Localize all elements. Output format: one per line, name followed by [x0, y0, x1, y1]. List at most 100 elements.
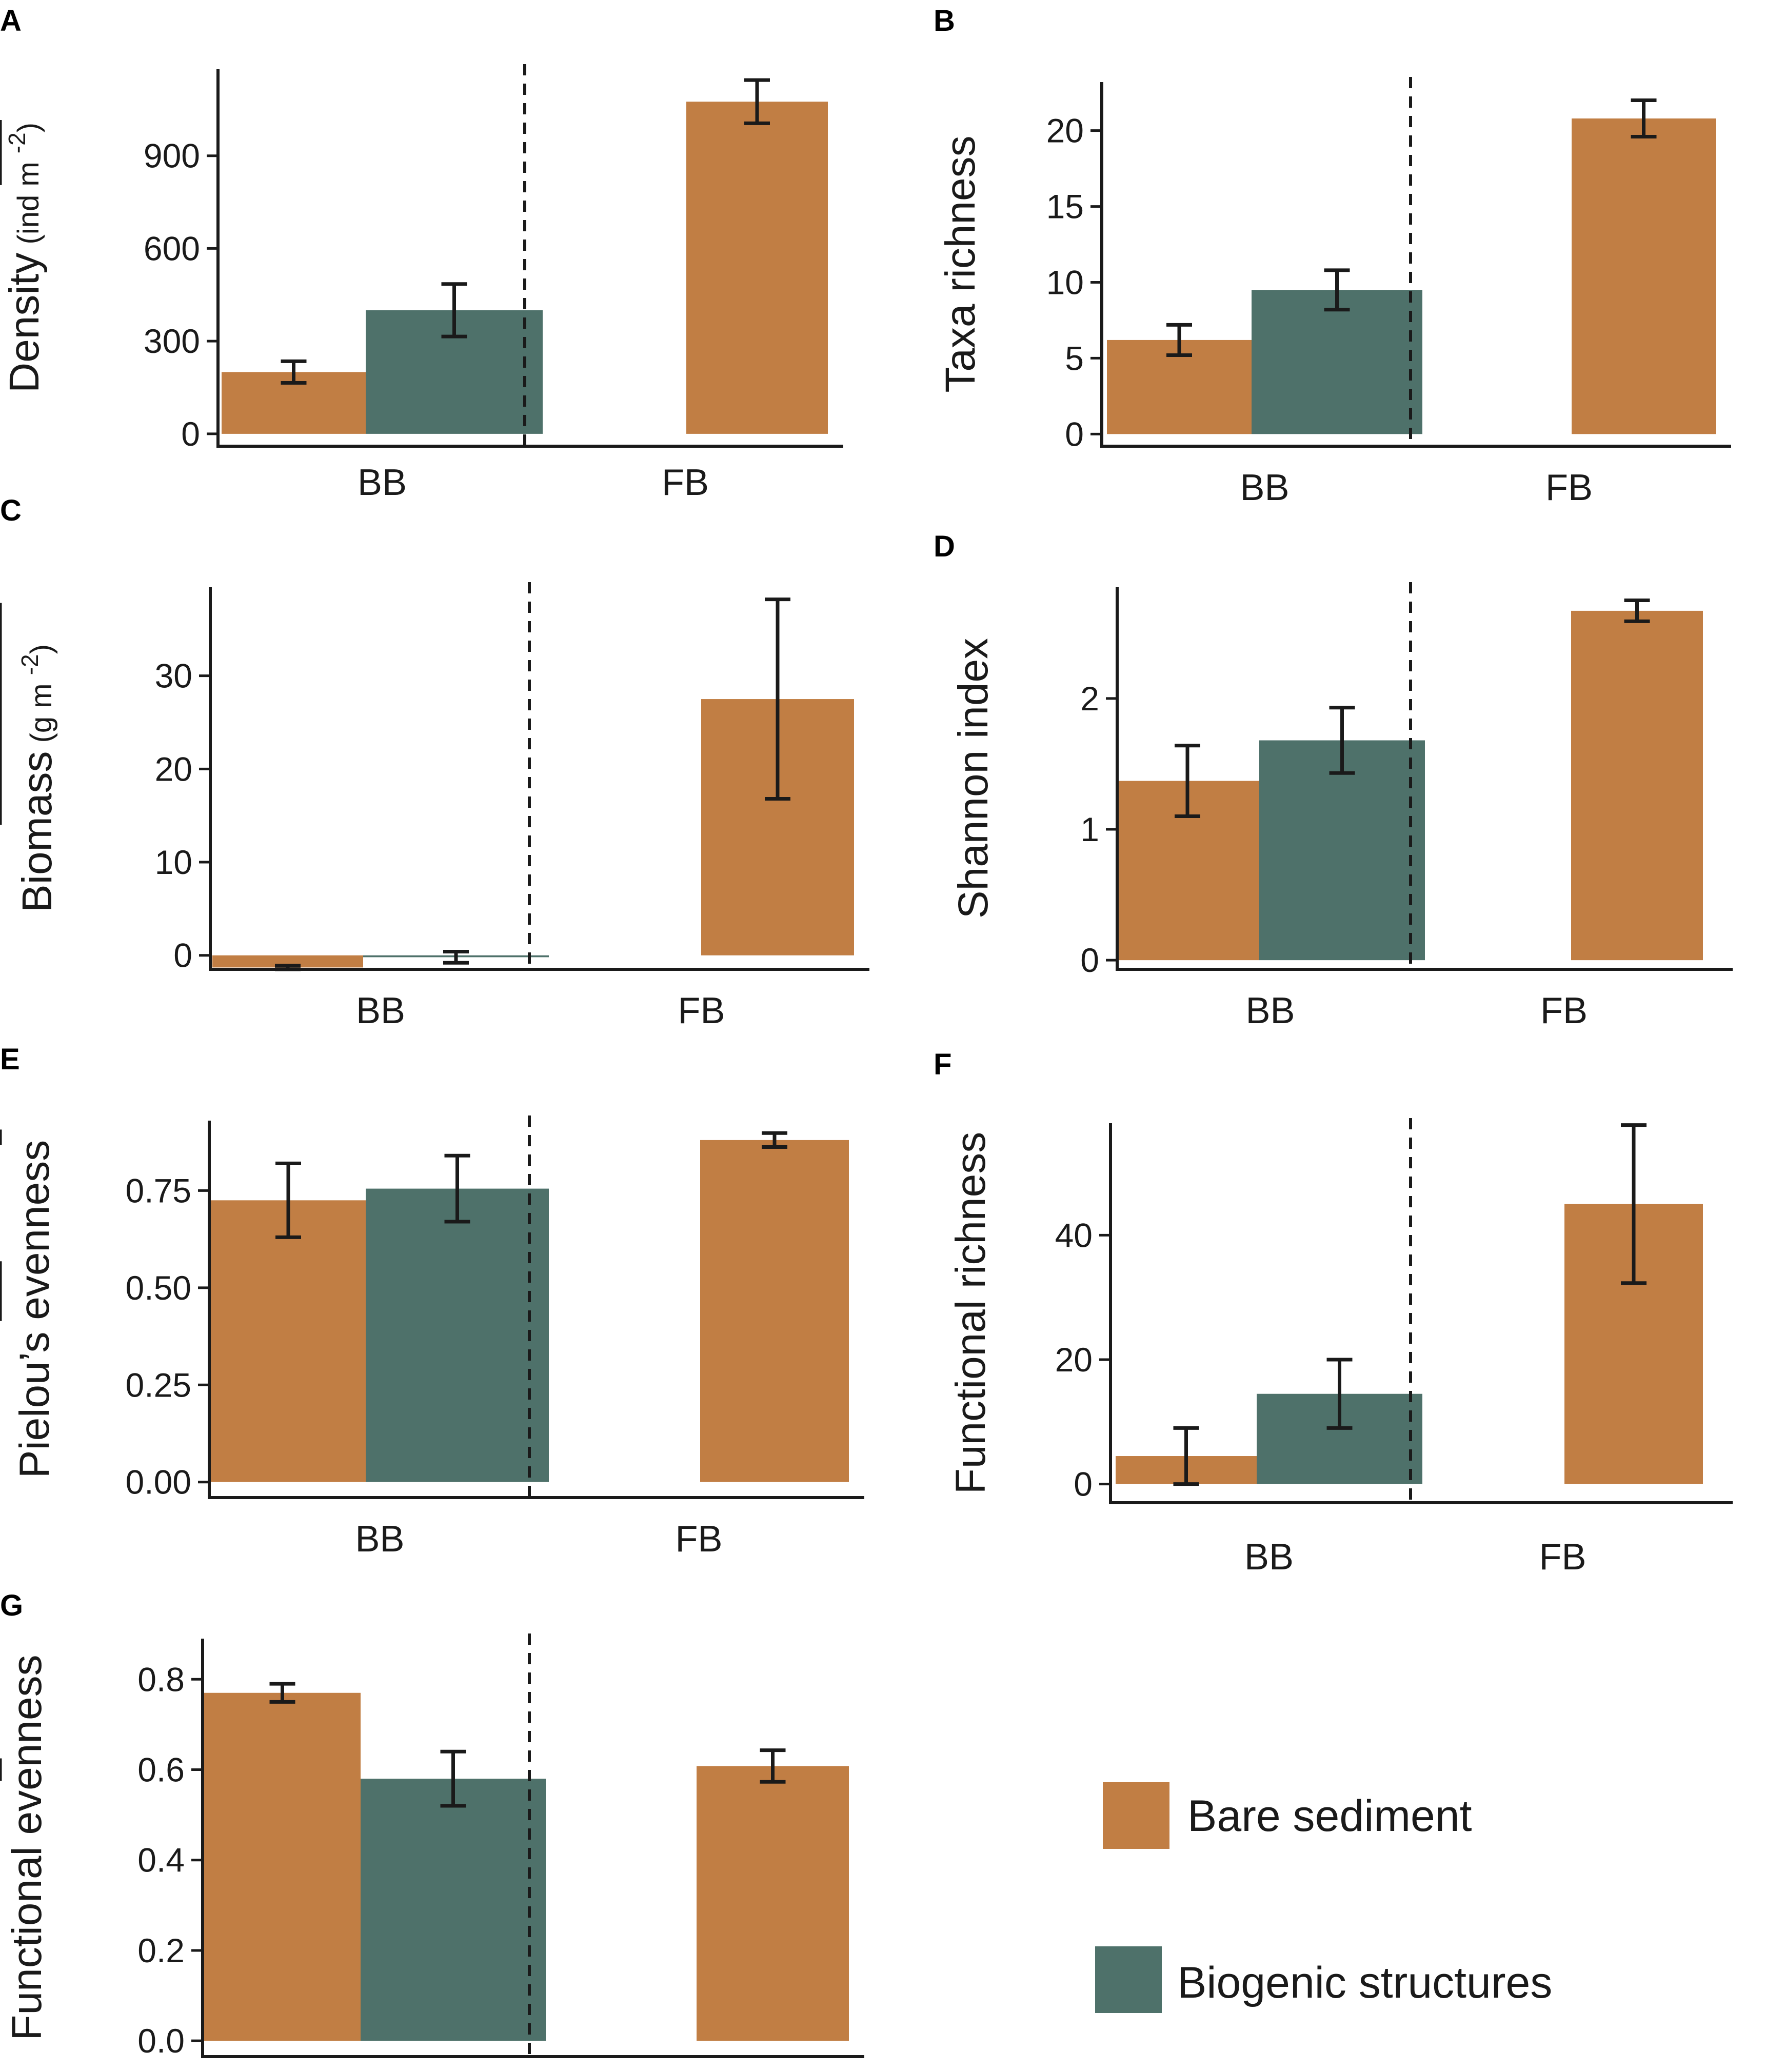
legend-label-biogenic-structures: Biogenic structures	[1177, 1958, 1552, 2007]
y-tick-label-b-4: 20	[1046, 112, 1084, 150]
errorbar-a-bb-bare-sediment	[281, 359, 307, 385]
panel-e: E 0.00 0.25 0.50 0.75 BB FB Pielou’s evenness	[0, 1043, 864, 1560]
y-tick-label-b-0: 0	[1065, 415, 1084, 453]
y-tick-label-g-0: 0.0	[137, 2022, 185, 2060]
errorbar-e-bb-biogenic-structures	[444, 1153, 470, 1224]
errorbar-f-bb-bare-sediment	[1173, 1426, 1199, 1486]
x-category-label-c-fb: FB	[678, 990, 725, 1031]
panel-c: C 0 10 20 30 BB FB Biomass (g m -2)	[0, 494, 869, 1031]
errorbar-d-bb-biogenic-structures	[1329, 706, 1355, 775]
y-tick-label-f-2: 40	[1055, 1216, 1093, 1254]
panel-letter-e: E	[0, 1043, 20, 1076]
y-axis-title-d: Shannon index	[950, 638, 997, 919]
errorbar-f-fb-bare-sediment	[1621, 1123, 1647, 1285]
bar-d-fb-bare-sediment	[1571, 610, 1703, 961]
legend-swatch-biogenic-structures	[1095, 1946, 1162, 2013]
errorbar-e-fb-bare-sediment	[762, 1131, 787, 1149]
bar-b-bb-biogenic-structures	[1252, 290, 1422, 434]
y-tick-label-g-3: 0.6	[137, 1751, 185, 1789]
panel-a: A 0 300 600 900 BB FB Density (ind m -2)	[0, 4, 843, 503]
errorbar-a-fb-bare-sediment	[744, 78, 770, 125]
panel-g: G 0.0 0.2 0.4 0.6 0.8 Functional evenness	[0, 1589, 864, 2060]
y-axis-title-c: Biomass (g m -2)	[14, 644, 61, 912]
x-category-label-b-bb: BB	[1240, 467, 1289, 508]
bar-g-bb-bare-sediment	[204, 1692, 361, 2041]
y-tick-label-e-1: 0.25	[126, 1366, 191, 1404]
y-tick-label-e-2: 0.50	[126, 1269, 191, 1307]
panel-letter-f: F	[934, 1048, 951, 1081]
y-axis-title-e: Pielou’s evenness	[11, 1140, 58, 1478]
bar-g-bb-biogenic-structures	[361, 1779, 546, 2041]
y-tick-label-a-1: 300	[144, 322, 200, 360]
errorbar-c-fb-bare-sediment	[765, 597, 790, 801]
y-tick-label-g-2: 0.4	[137, 1841, 185, 1879]
panel-letter-d: D	[934, 530, 955, 563]
y-tick-label-d-2: 2	[1080, 680, 1099, 718]
errorbar-a-bb-biogenic-structures	[441, 282, 467, 338]
bar-e-bb-biogenic-structures	[366, 1188, 549, 1482]
y-tick-label-c-0: 0	[173, 937, 192, 974]
errorbar-g-bb-biogenic-structures	[440, 1749, 466, 1808]
legend-swatch-bare-sediment	[1103, 1782, 1169, 1849]
errorbar-b-fb-bare-sediment	[1631, 98, 1657, 138]
errorbar-f-bb-biogenic-structures	[1326, 1358, 1353, 1430]
errorbar-b-bb-biogenic-structures	[1324, 268, 1350, 312]
errorbar-b-bb-bare-sediment	[1166, 323, 1192, 357]
y-tick-label-g-1: 0.2	[137, 1931, 185, 1969]
y-tick-label-f-0: 0	[1074, 1465, 1093, 1503]
y-tick-label-a-3: 900	[144, 137, 200, 175]
y-tick-label-e-3: 0.75	[126, 1171, 191, 1209]
y-axis-title-f: Functional richness	[947, 1132, 994, 1494]
x-category-label-a-fb: FB	[662, 462, 709, 503]
y-tick-label-c-2: 20	[155, 750, 192, 788]
errorbar-d-bb-bare-sediment	[1175, 744, 1200, 818]
y-tick-label-a-2: 600	[144, 229, 200, 267]
panel-b: B 0 5 10 15 20 BB FB Taxa richness	[0, 4, 1731, 508]
bar-b-fb-bare-sediment	[1572, 118, 1716, 434]
x-category-label-c-bb: BB	[356, 990, 405, 1031]
bar-d-bb-biogenic-structures	[1259, 740, 1425, 961]
y-tick-label-a-0: 0	[181, 415, 200, 453]
panel-d: D 0 1 2 BB FB Shannon index	[0, 530, 1733, 1031]
bar-a-fb-bare-sediment	[686, 102, 828, 434]
y-axis-title-b: Taxa richness	[937, 135, 984, 392]
x-category-label-d-bb: BB	[1245, 990, 1295, 1031]
x-category-label-a-bb: BB	[358, 462, 407, 503]
bar-e-bb-bare-sediment	[211, 1200, 366, 1482]
y-axis-title-g: Functional evenness	[4, 1655, 50, 2040]
panel-letter-c: C	[0, 494, 22, 527]
errorbar-e-bb-bare-sediment	[275, 1161, 301, 1239]
y-tick-label-b-1: 5	[1065, 339, 1084, 377]
y-tick-label-c-1: 10	[155, 843, 192, 881]
x-category-label-e-fb: FB	[675, 1519, 722, 1560]
x-category-label-f-bb: BB	[1244, 1537, 1294, 1578]
panel-letter-a: A	[0, 4, 22, 37]
y-tick-label-c-3: 30	[155, 657, 192, 695]
x-category-label-f-fb: FB	[1539, 1537, 1586, 1578]
y-tick-label-g-4: 0.8	[137, 1660, 185, 1698]
x-category-label-b-fb: FB	[1545, 467, 1593, 508]
x-category-label-e-bb: BB	[355, 1519, 404, 1560]
errorbar-g-fb-bare-sediment	[760, 1748, 786, 1784]
x-category-label-d-fb: FB	[1540, 990, 1588, 1031]
panel-letter-b: B	[934, 4, 955, 37]
bar-g-fb-bare-sediment	[697, 1766, 849, 2041]
y-tick-label-b-3: 15	[1046, 188, 1084, 226]
errorbar-c-bb-biogenic-structures	[443, 949, 469, 965]
y-tick-label-d-1: 1	[1080, 810, 1099, 848]
y-axis-title-a: Density (ind m -2)	[1, 123, 48, 393]
y-tick-label-e-0: 0.00	[126, 1463, 191, 1501]
legend: Bare sediment Biogenic structures	[1095, 1782, 1552, 2013]
legend-label-bare-sediment: Bare sediment	[1187, 1791, 1472, 1841]
y-tick-label-b-2: 10	[1046, 264, 1084, 302]
bar-c-bb-bare-sediment	[212, 955, 363, 968]
panel-f: F 0 20 40 BB FB Functional richness	[0, 1048, 1733, 1578]
bar-e-fb-bare-sediment	[700, 1140, 849, 1482]
panel-letter-g: G	[0, 1589, 23, 1622]
errorbar-d-fb-bare-sediment	[1624, 599, 1650, 623]
y-tick-label-d-0: 0	[1080, 941, 1099, 979]
y-tick-label-f-1: 20	[1055, 1341, 1093, 1379]
errorbar-g-bb-bare-sediment	[269, 1682, 295, 1704]
